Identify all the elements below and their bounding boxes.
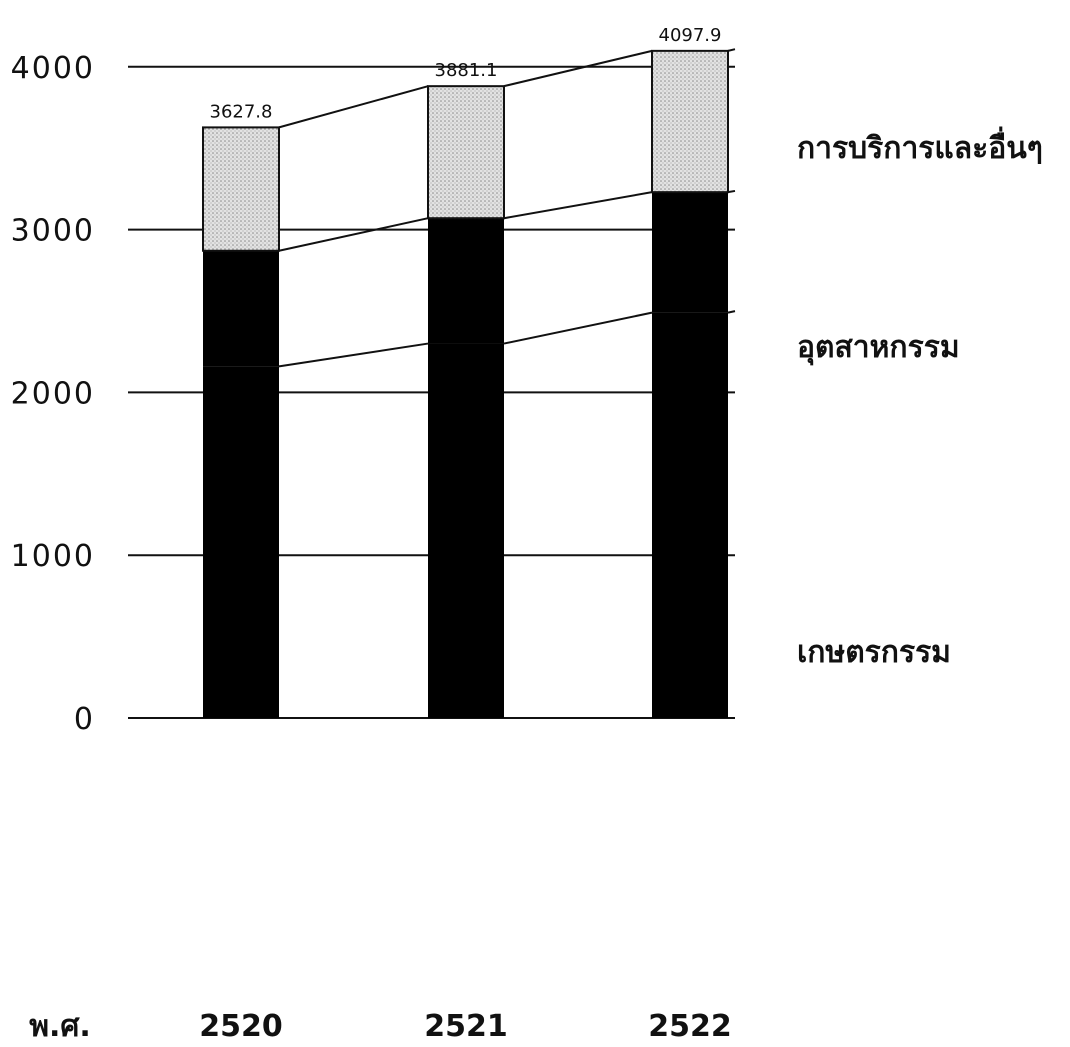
connector-line [727, 189, 736, 194]
y-tick-label: 1000 [11, 539, 95, 574]
connector-line [503, 311, 653, 345]
connector-line [278, 342, 429, 368]
connector-line [727, 48, 736, 52]
y-tick-label: 0 [74, 702, 95, 737]
connector-line [503, 49, 653, 88]
connector-line [503, 191, 653, 220]
bar-segment [202, 126, 280, 252]
connector-line [278, 217, 429, 252]
bar-segment [428, 343, 504, 718]
total-label: 3627.8 [210, 101, 273, 122]
bar-segment [652, 312, 728, 718]
series-label: อุตสาหกรรม [797, 330, 960, 366]
labels: 0 1000 2000 3000 4000 3627.8 2520 3881.1 2521 409… [11, 25, 1043, 1044]
series-label: เกษตรกรรม [797, 635, 951, 670]
x-axis-prefix: พ.ศ. [29, 1009, 91, 1044]
bar-segment [652, 192, 728, 313]
y-tick-label: 4000 [11, 51, 95, 86]
total-label: 4097.9 [659, 25, 722, 46]
y-tick-label: 2000 [11, 376, 95, 411]
bar-segment [651, 49, 729, 194]
y-tick-label: 3000 [11, 214, 95, 249]
bars [202, 49, 729, 718]
connector-line [278, 85, 429, 129]
series-label: การบริการและอื่นๆ [797, 126, 1043, 166]
bar-segment [203, 250, 279, 367]
bar-segment [428, 218, 504, 344]
x-category-label: 2520 [199, 1009, 283, 1044]
x-category-label: 2521 [424, 1009, 508, 1044]
bar-segment [203, 366, 279, 718]
bar-segment [427, 85, 505, 220]
x-category-label: 2522 [648, 1009, 732, 1044]
total-label: 3881.1 [435, 60, 498, 81]
connector-lines [278, 48, 736, 368]
connector-line [727, 310, 736, 314]
